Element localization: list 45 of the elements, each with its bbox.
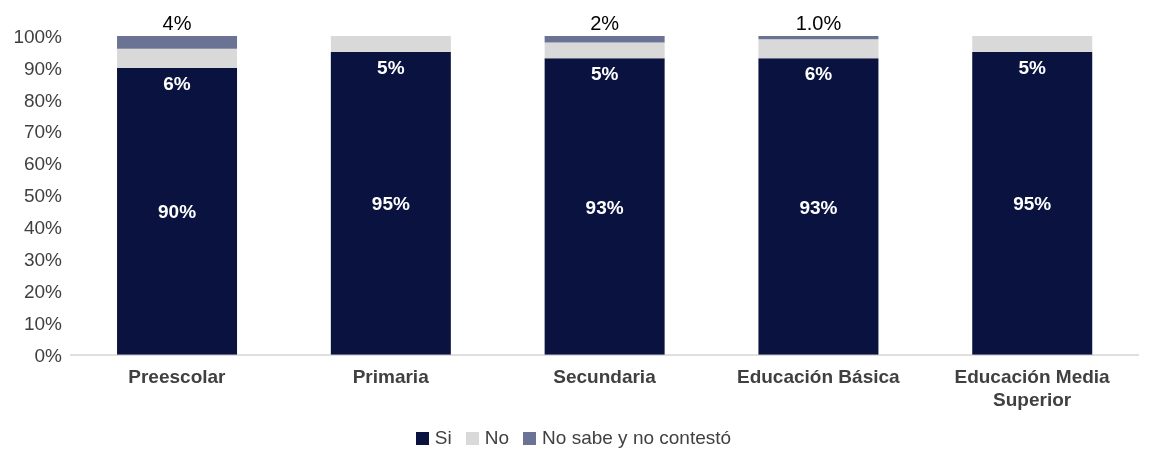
y-tick-label: 0% <box>34 344 63 366</box>
data-label: 5% <box>377 56 405 78</box>
y-tick-label: 30% <box>23 249 63 271</box>
data-label: 95% <box>1013 193 1052 215</box>
y-tick-label: 80% <box>23 89 63 111</box>
y-tick-label: 20% <box>23 280 63 302</box>
y-tick-label: 60% <box>23 153 63 175</box>
bar <box>972 36 1093 52</box>
data-label: 6% <box>163 72 191 94</box>
x-tick-label: Educación Media Superior <box>954 366 1111 410</box>
y-tick-label: 40% <box>23 217 63 239</box>
data-label: 6% <box>804 63 833 85</box>
legend-label: No sabe y no contestó <box>541 427 732 449</box>
bar <box>758 39 879 59</box>
data-label: 1.0% <box>795 12 842 34</box>
data-label: 90% <box>158 201 197 223</box>
x-tick-label: Preescolar <box>128 366 227 387</box>
data-label: 4% <box>162 12 192 34</box>
bar <box>758 36 879 40</box>
y-tick-label: 70% <box>23 121 63 143</box>
data-label: 93% <box>799 196 838 218</box>
x-tick-label: Educación Básica <box>736 366 901 387</box>
data-label: 5% <box>590 63 619 85</box>
bar <box>117 48 238 68</box>
bar <box>972 51 1093 355</box>
x-tick-label: Secundaria <box>553 366 657 387</box>
bar <box>544 42 665 59</box>
legend-label: Si <box>433 427 452 449</box>
bar <box>544 58 665 355</box>
bar <box>117 36 238 49</box>
y-tick-label: 50% <box>23 185 63 207</box>
bar <box>544 36 665 43</box>
y-tick-label: 100% <box>13 25 63 47</box>
data-label: 93% <box>585 196 624 218</box>
y-tick-label: 90% <box>23 57 63 79</box>
bar <box>330 51 451 355</box>
bar <box>758 58 879 355</box>
bar <box>117 67 238 355</box>
x-tick-label: Primaria <box>352 366 430 387</box>
data-label: 95% <box>371 193 410 215</box>
y-tick-label: 10% <box>23 312 63 334</box>
data-label: 2% <box>590 12 620 34</box>
legend-label: No <box>483 427 510 449</box>
bar <box>330 36 451 52</box>
data-label: 5% <box>1018 56 1047 78</box>
